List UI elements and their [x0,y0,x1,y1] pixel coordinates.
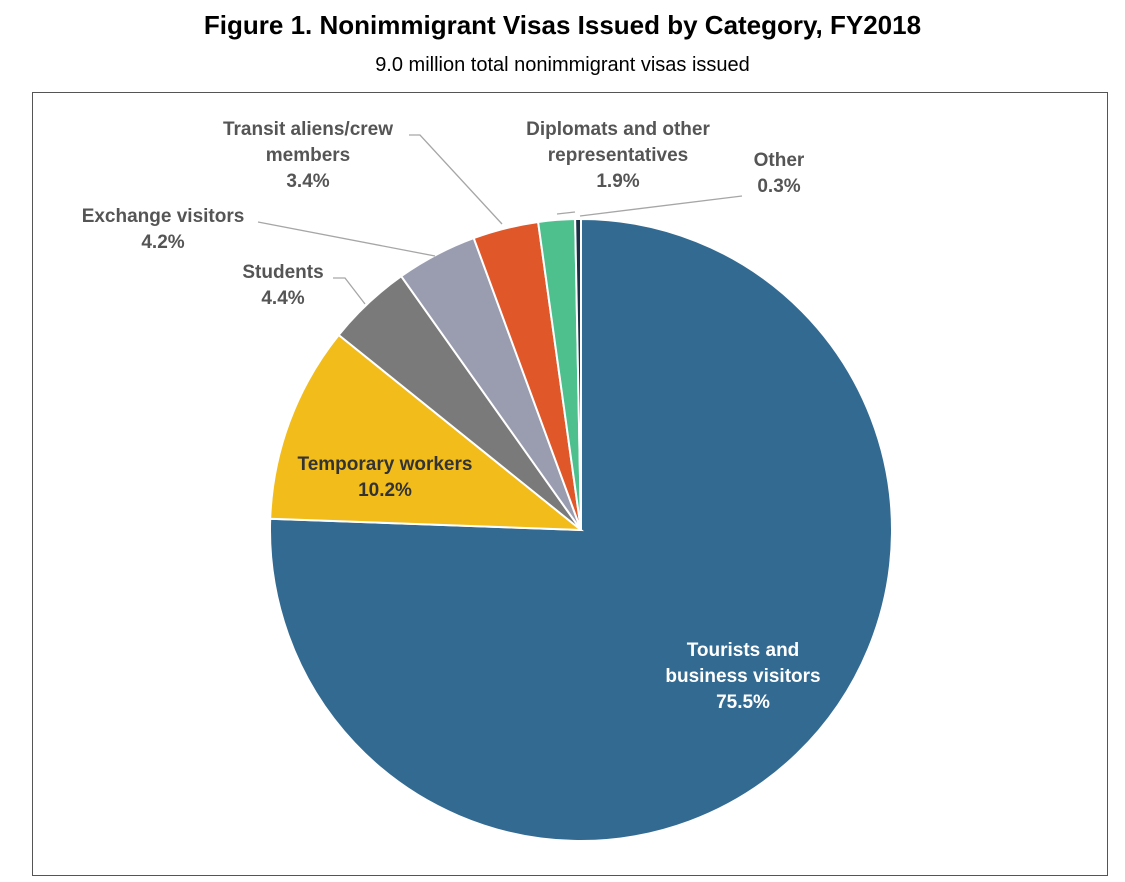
slice-percent: 4.4% [261,288,304,309]
slice-name: business visitors [665,666,820,687]
slice-name: Transit aliens/crew [223,119,393,140]
slice-label: Tourists and business visitors 75.5% [665,640,820,713]
pie-slice-other [574,217,582,531]
slice-name: Students [242,262,323,283]
leader-line [333,277,366,305]
chart-title: Figure 1. Nonimmigrant Visas Issued by C… [203,10,922,40]
slice-name: Diplomats and other [526,119,710,140]
slice-label: Temporary workers 10.2% [298,454,473,501]
leader-line [257,221,436,257]
leader-line [579,195,743,217]
slice-name: Other [754,150,805,171]
slice-label: Diplomats and other representatives 1.9% [526,119,710,192]
slice-name: Tourists and [687,640,800,661]
slice-label: Transit aliens/crew members 3.4% [223,119,393,192]
slice-percent: 1.9% [596,171,639,192]
leader-line [409,134,503,225]
slice-name: Temporary workers [298,454,473,475]
pie-slice-temporary-workers [269,333,584,532]
slice-percent: 3.4% [286,171,329,192]
chart-subtitle: 9.0 million total nonimmigrant visas iss… [375,54,750,76]
pie-slice-tourists-and-business-visitors [269,217,893,842]
slice-name: representatives [548,145,688,166]
leader-line [556,211,576,215]
slice-label: Other 0.3% [754,150,805,197]
slice-name: members [266,145,351,166]
chart-frame [32,92,1108,876]
slice-percent: 10.2% [358,480,412,501]
slice-percent: 4.2% [141,232,184,253]
slice-name: Exchange visitors [82,206,245,227]
slice-label: Students 4.4% [242,262,323,309]
slice-percent: 75.5% [716,692,770,713]
slice-label: Exchange visitors 4.2% [82,206,245,253]
slice-percent: 0.3% [757,176,800,197]
